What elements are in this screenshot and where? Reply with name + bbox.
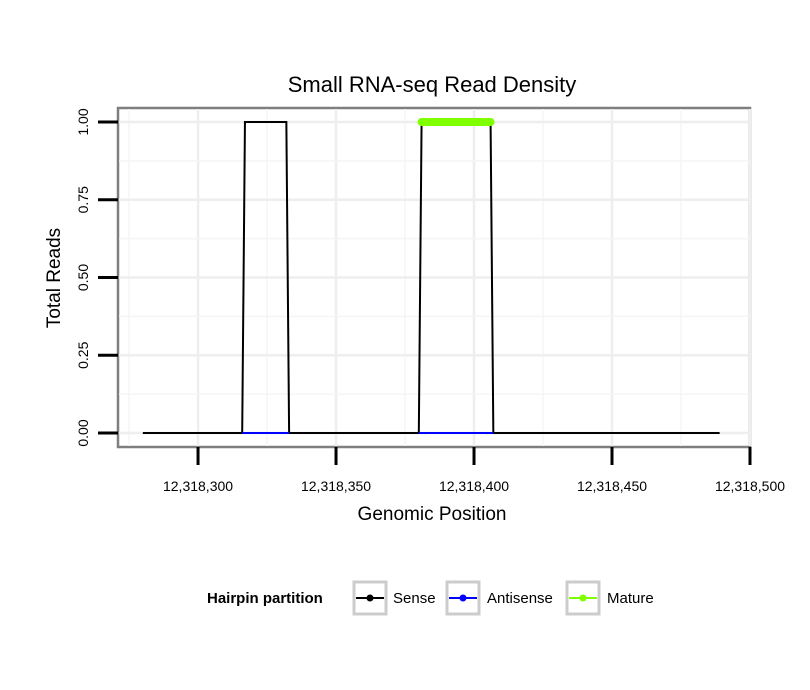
legend: Hairpin partition Sense Antisense Mature bbox=[207, 580, 654, 616]
legend-title: Hairpin partition bbox=[207, 590, 323, 607]
x-tick-label: 12,318,300 bbox=[163, 478, 233, 494]
x-tick-label: 12,318,500 bbox=[715, 478, 785, 494]
legend-label-mature: Mature bbox=[607, 590, 654, 607]
y-tick-label: 0.25 bbox=[75, 341, 91, 368]
y-tick-label: 1.00 bbox=[75, 108, 91, 135]
x-axis-label: Genomic Position bbox=[358, 504, 507, 525]
legend-key-marker bbox=[366, 594, 374, 602]
series-line-sense bbox=[142, 120, 720, 435]
chart-title: Small RNA-seq Read Density bbox=[288, 72, 577, 97]
x-tick-label: 12,318,450 bbox=[577, 478, 647, 494]
x-tick-label: 12,318,350 bbox=[301, 478, 371, 494]
y-tick-label: 0.50 bbox=[75, 264, 91, 291]
y-axis-label: Total Reads bbox=[44, 228, 65, 328]
legend-label-antisense: Antisense bbox=[487, 590, 553, 607]
legend-label-sense: Sense bbox=[393, 590, 436, 607]
y-tick-label: 0.00 bbox=[75, 419, 91, 446]
y-tick-label: 0.75 bbox=[75, 186, 91, 213]
legend-key-marker bbox=[579, 594, 587, 602]
x-tick-label: 12,318,400 bbox=[439, 478, 509, 494]
series-layer bbox=[142, 117, 720, 435]
axes: 12,318,300 12,318,350 12,318,400 12,318,450… bbox=[75, 108, 785, 494]
legend-key-marker bbox=[459, 594, 467, 602]
